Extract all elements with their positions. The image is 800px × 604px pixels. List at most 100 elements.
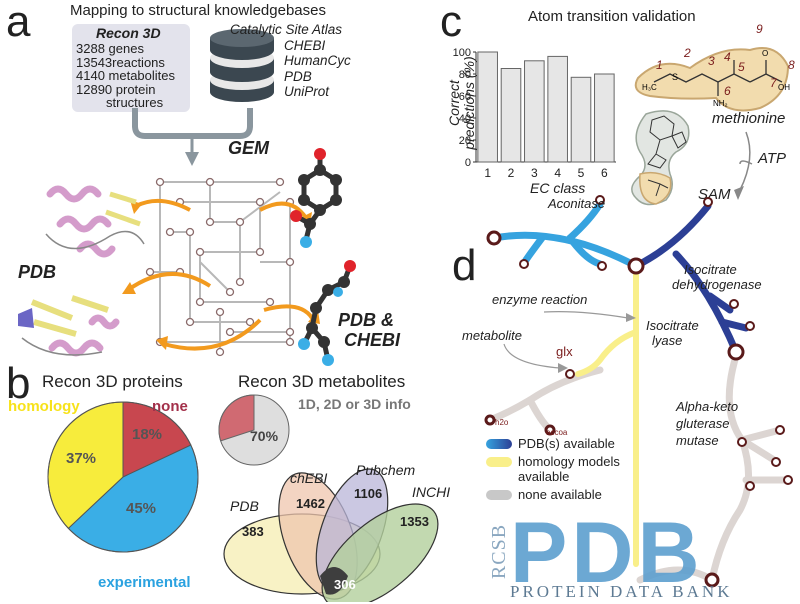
label-lyase-line2: lyase [652, 333, 683, 348]
bar-ec-2 [500, 68, 522, 163]
atom-6: 6 [724, 84, 731, 98]
mapping-arrows [122, 198, 320, 351]
legend-text-none: none available [518, 487, 602, 502]
legend-item-pdb: PDB(s) available [486, 436, 620, 451]
x-tick-label-3: 3 [531, 166, 538, 180]
atom-5: 5 [738, 60, 745, 74]
db-chebi: CHEBI [284, 37, 326, 53]
panel-b-letter: b [6, 359, 31, 408]
legend-item-homology: homology models available [486, 454, 620, 484]
svg-text:O: O [762, 49, 768, 58]
legend-text-homology-line2: available [518, 469, 570, 484]
label-akg-line3: mutase [676, 433, 719, 448]
venn-count-chebi: 1462 [296, 496, 325, 511]
venn-label-pdb: PDB [230, 498, 259, 514]
venn-label-chebi: chEBI [290, 470, 328, 486]
database-list: Catalytic Site Atlas CHEBI HumanCyc PDB … [230, 22, 351, 100]
y-tick-label-0: 0 [465, 157, 471, 169]
recon-stat-genes: 3288 genes [76, 41, 144, 56]
atp-arrow [734, 131, 753, 200]
legend-item-none: none available [486, 487, 620, 502]
svg-text:NH₂: NH₂ [713, 99, 728, 108]
x-tick-label-5: 5 [578, 166, 585, 180]
recon-heading: Recon 3D [96, 25, 161, 41]
protein-structure-top [45, 185, 145, 258]
atom-7: 7 [770, 76, 777, 90]
legend-swatch-homology [486, 457, 512, 467]
pct-homology: 37% [66, 450, 97, 467]
rcsb-logo: RCSB PDB PROTEIN DATA BANK [484, 505, 784, 604]
methionine-label: methionine [712, 110, 786, 127]
recon-stat-proteins: 12890 protein [76, 81, 156, 97]
protein-structure-bottom [18, 295, 120, 357]
pdb-label: PDB [18, 262, 57, 282]
y-tick-label-80: 80 [459, 69, 471, 81]
bar-ec-5 [570, 76, 592, 163]
recon-stats: 3288 genes 13543reactions 4140 metabolit… [76, 42, 175, 110]
label-akg-line1: Alpha-keto [676, 399, 739, 414]
label-metabolite: metabolite [462, 328, 522, 343]
recon-stat-reactions: 13543reactions [76, 54, 165, 70]
rcsb-logo-pdb: PDB [510, 505, 704, 601]
atom-2: 2 [684, 46, 691, 60]
venn-count-inchi: 1353 [400, 514, 429, 529]
atom-9: 9 [756, 22, 763, 36]
methionine-structure: S H₃C O OH NH₂ [634, 47, 790, 112]
recon-stat-metabolites: 4140 metabolites [76, 68, 176, 83]
label-lyase-line1: Isocitrate [646, 318, 699, 333]
y-tick-label-60: 60 [459, 91, 471, 103]
x-tick-label-2: 2 [508, 166, 515, 180]
gem-label: GEM [228, 138, 270, 158]
recon-stat-structures: structures [106, 95, 164, 110]
molecule-chain [298, 260, 356, 366]
metabolites-pie-pct: 70% [250, 428, 279, 444]
enzyme-reaction-pointer [543, 311, 636, 322]
panel-a-letter: a [6, 0, 31, 46]
label-akg-mutase: Alpha-keto gluterase mutase [676, 398, 738, 449]
chart-xlabel: EC class [530, 180, 586, 196]
db-uniprot: UniProt [284, 84, 330, 99]
pathway-legend: PDB(s) available homology models availab… [486, 436, 620, 502]
sources-to-gem-arrow [132, 108, 253, 166]
chart-title: Atom transition validation [528, 8, 696, 25]
bar-ec-1 [477, 51, 498, 163]
pathway-map [484, 195, 793, 588]
svg-text:OH: OH [778, 83, 790, 92]
pdb-chebi-line1: PDB & [338, 310, 395, 330]
label-akg-line2: gluterase [676, 416, 730, 431]
legend-text-pdb: PDB(s) available [518, 436, 615, 451]
svg-text:H₃C: H₃C [642, 83, 657, 92]
venn-count-pdb: 383 [242, 524, 264, 539]
metabolites-subtitle: 1D, 2D or 3D info [298, 396, 411, 412]
molecule-ring [290, 148, 342, 248]
panel-a-title: Mapping to structural knowledgebases [70, 2, 326, 19]
panel-c-letter: c [440, 0, 462, 46]
y-tick-label-40: 40 [459, 113, 471, 125]
legend-text-homology: homology models available [518, 454, 620, 484]
venn-intersection-count: 306 [334, 577, 356, 592]
db-humancyc: HumanCyc [284, 53, 351, 68]
svg-text:S: S [672, 72, 678, 82]
label-enzyme-reaction: enzyme reaction [492, 292, 588, 307]
metabolite-pointer [503, 343, 568, 373]
db-pdb: PDB [284, 68, 312, 84]
label-aconitase: Aconitase [548, 196, 606, 211]
x-tick-label-6: 6 [601, 166, 608, 180]
pdb-chebi-label: PDB & CHEBI [338, 310, 400, 350]
label-h2o: h2o [495, 418, 509, 427]
pct-experimental: 45% [126, 500, 157, 517]
proteins-title: Recon 3D proteins [42, 372, 183, 391]
sam-structure [631, 110, 690, 206]
atom-4: 4 [724, 50, 731, 64]
atp-label: ATP [758, 150, 787, 167]
venn-label-pubchem: Pubchem [356, 462, 416, 478]
metabolites-title: Recon 3D metabolites [238, 372, 406, 391]
x-tick-label-1: 1 [484, 166, 491, 180]
pct-none: 18% [132, 426, 163, 443]
label-experimental: experimental [98, 574, 191, 591]
bar-ec-3 [524, 60, 545, 163]
gem-network [145, 177, 295, 357]
atom-transition-chart: 0 20 40 60 80 100 1 2 3 4 5 6 [453, 47, 616, 180]
rcsb-logo-caption: PROTEIN DATA BANK [510, 582, 733, 601]
panel-d-letter: d [452, 241, 477, 290]
